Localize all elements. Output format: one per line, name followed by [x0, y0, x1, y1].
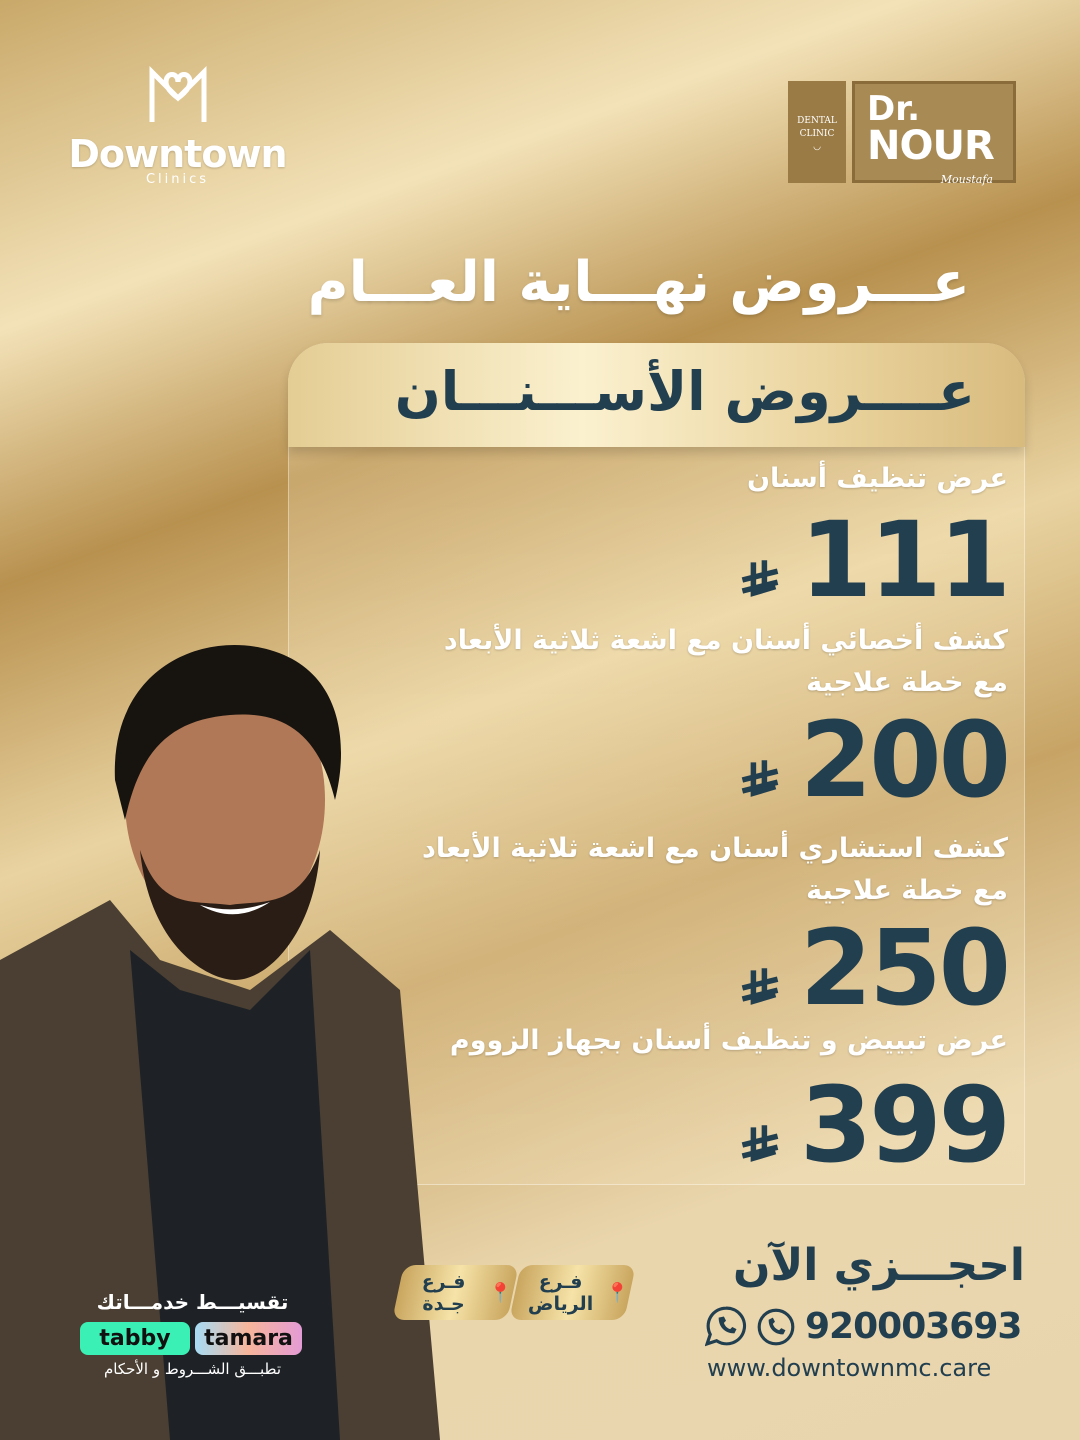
saudi-riyal-icon	[741, 760, 779, 797]
offer-label: عرض تنظيف أسنان	[746, 463, 1008, 494]
price-value: 250	[799, 907, 1011, 1029]
website-link[interactable]: www.downtownmc.care	[707, 1354, 992, 1382]
tabby-logo: tabby	[80, 1322, 190, 1355]
offer-label: كشف استشاري أسنان مع اشعة ثلاثية الأبعاد…	[422, 833, 1008, 906]
branch-jeddah[interactable]: 📍 فـرع جـدة	[392, 1265, 519, 1320]
saudi-riyal-icon	[741, 968, 779, 1005]
offer-label: كشف أخصائي أسنان مع اشعة ثلاثية الأبعاد …	[443, 625, 1008, 698]
dr-nour-logo: DENTAL CLINIC ◡ Dr. NOUR Moustafa	[788, 81, 1016, 186]
downtown-clinics-logo: Downtown Clinics	[55, 62, 300, 187]
price-value: 200	[799, 699, 1011, 821]
book-now-cta: احجـــزي الآن	[732, 1240, 1025, 1291]
signature: Moustafa	[940, 173, 993, 186]
branch-label: فـرع جـدة	[421, 1270, 466, 1315]
branch-riyadh[interactable]: 📍 فـرع الرياض	[509, 1265, 636, 1320]
whatsapp-icon[interactable]	[705, 1305, 747, 1347]
tamara-logo: tamara	[195, 1322, 302, 1355]
tag-text: DENTAL CLINIC	[797, 116, 837, 139]
page-title: عـــروض نهـــاية العـــام	[307, 250, 970, 315]
section-title: عــــروض الأســـنـــان	[394, 360, 975, 423]
map-pin-icon: 📍	[489, 1281, 513, 1304]
price-value: 111	[799, 499, 1011, 621]
brand-name: Downtown	[68, 132, 287, 176]
dr-text: Dr.	[867, 89, 921, 129]
heart-monogram-icon	[149, 65, 206, 122]
doctor-photo	[0, 645, 440, 1440]
phone-call-icon[interactable]	[755, 1305, 797, 1347]
offer-price: 250	[738, 907, 1011, 1029]
phone-number[interactable]: 920003693	[805, 1305, 1022, 1347]
offer-price: 200	[738, 699, 1011, 821]
saudi-riyal-icon	[741, 560, 779, 597]
saudi-riyal-icon	[741, 1125, 779, 1162]
offer-price: 111	[738, 499, 1011, 621]
tooth-icon: ◡	[813, 142, 821, 152]
phone-row: 920003693	[705, 1305, 1022, 1347]
terms-text: تطبـــق الشـــروط و الأحكام	[103, 1360, 282, 1378]
branch-label: فـرع الرياض	[528, 1270, 594, 1315]
nour-text: NOUR	[867, 123, 995, 169]
brand-sub: Clinics	[145, 172, 210, 187]
installments-heading: تقسيـــط خدمـــاتك	[96, 1290, 289, 1314]
map-pin-icon: 📍	[606, 1281, 630, 1304]
offer-price: 399	[738, 1064, 1011, 1186]
offer-label: عرض تبييض و تنظيف أسنان بجهاز الزووم	[449, 1025, 1008, 1056]
installments: تقسيـــط خدمـــاتك tabby tamara تطبـــق …	[80, 1290, 305, 1378]
price-value: 399	[799, 1064, 1011, 1186]
offers-panel	[288, 343, 1025, 1185]
section-band	[288, 343, 1025, 447]
dental-clinic-tag: DENTAL CLINIC ◡	[788, 81, 846, 183]
